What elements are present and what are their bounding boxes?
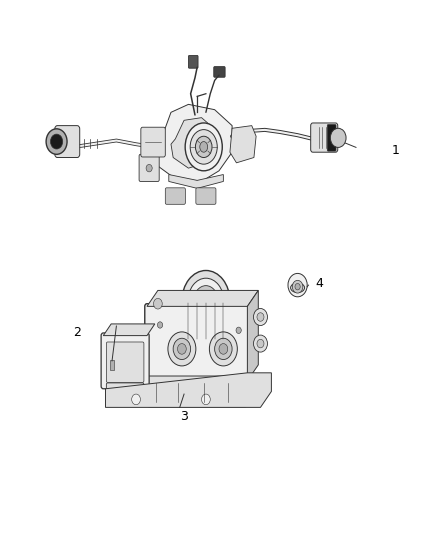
Polygon shape (153, 104, 232, 181)
Polygon shape (182, 301, 230, 341)
Circle shape (46, 129, 67, 155)
Circle shape (157, 322, 162, 328)
Circle shape (295, 284, 300, 290)
FancyBboxPatch shape (188, 55, 198, 68)
FancyBboxPatch shape (106, 383, 144, 401)
FancyBboxPatch shape (145, 304, 250, 383)
Polygon shape (106, 373, 272, 407)
Text: 3: 3 (180, 410, 188, 423)
Circle shape (50, 134, 63, 149)
FancyBboxPatch shape (196, 188, 216, 204)
Circle shape (173, 338, 191, 360)
Circle shape (254, 335, 268, 352)
FancyBboxPatch shape (148, 376, 247, 407)
Polygon shape (247, 290, 258, 381)
Circle shape (132, 394, 141, 405)
Circle shape (219, 344, 228, 354)
Circle shape (146, 165, 152, 172)
FancyBboxPatch shape (311, 123, 338, 152)
Ellipse shape (182, 270, 230, 332)
FancyBboxPatch shape (110, 360, 114, 370)
Ellipse shape (290, 283, 304, 293)
Circle shape (254, 309, 268, 326)
Circle shape (177, 344, 186, 354)
Ellipse shape (199, 293, 212, 310)
FancyBboxPatch shape (165, 188, 185, 204)
Circle shape (153, 298, 162, 309)
Polygon shape (230, 126, 256, 163)
Text: 1: 1 (392, 144, 399, 157)
Text: 2: 2 (74, 326, 81, 340)
Circle shape (201, 394, 210, 405)
Circle shape (215, 338, 232, 360)
FancyBboxPatch shape (139, 155, 159, 181)
Circle shape (330, 128, 346, 148)
Polygon shape (171, 118, 217, 168)
Circle shape (292, 280, 303, 293)
FancyBboxPatch shape (214, 67, 225, 77)
Circle shape (209, 332, 237, 366)
Polygon shape (103, 324, 155, 336)
Polygon shape (169, 174, 223, 188)
Ellipse shape (194, 286, 218, 317)
Ellipse shape (188, 278, 224, 324)
FancyBboxPatch shape (141, 127, 165, 157)
Circle shape (168, 332, 196, 366)
FancyBboxPatch shape (55, 126, 80, 158)
Circle shape (288, 273, 307, 297)
Circle shape (257, 313, 264, 321)
FancyBboxPatch shape (327, 125, 336, 151)
Ellipse shape (200, 142, 208, 152)
FancyBboxPatch shape (106, 342, 144, 382)
FancyBboxPatch shape (101, 333, 149, 389)
Ellipse shape (185, 123, 222, 171)
Circle shape (236, 327, 241, 334)
Ellipse shape (190, 130, 217, 164)
Text: 4: 4 (315, 277, 323, 290)
Polygon shape (147, 290, 258, 306)
Ellipse shape (195, 136, 212, 158)
Circle shape (257, 340, 264, 348)
Circle shape (122, 390, 129, 398)
